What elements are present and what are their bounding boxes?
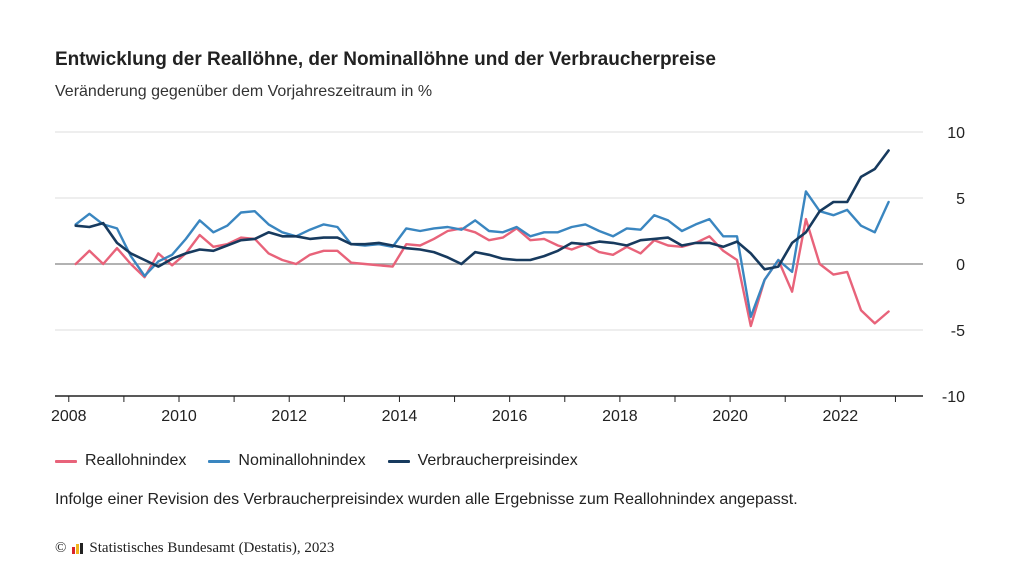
series-line-reallohnindex (74, 217, 890, 328)
x-tick-label: 2020 (712, 408, 748, 425)
x-tick-label: 2012 (271, 408, 307, 425)
legend-label-nominallohnindex: Nominallohnindex (238, 452, 366, 469)
copyright-symbol: © (55, 540, 67, 556)
series-line-verbraucherpreisindex (74, 149, 890, 271)
series-line-nominallohnindex (74, 190, 890, 318)
legend-item-nominallohnindex: Nominallohnindex (208, 452, 366, 470)
logo-bar-dark (80, 543, 84, 554)
x-tick-label: 2008 (51, 408, 87, 425)
legend-label-reallohnindex: Reallohnindex (85, 452, 187, 469)
chart-legend: Reallohnindex Nominallohnindex Verbrauch… (55, 452, 578, 470)
chart-title: Entwicklung der Reallöhne, der Nominallö… (55, 49, 716, 70)
logo-bar-red (72, 547, 76, 554)
line-chart: 10 5 0 -5 -10 2008 2010 2012 2014 2016 2018 2020 202… (51, 125, 965, 425)
x-tick-label: 2014 (382, 408, 418, 425)
x-tick-label: 2016 (492, 408, 528, 425)
y-tick-label: 10 (947, 125, 965, 142)
legend-label-verbraucherpreisindex: Verbraucherpreisindex (417, 452, 578, 469)
x-tick-label: 2018 (602, 408, 638, 425)
legend-swatch-nominallohnindex (208, 459, 231, 463)
legend-swatch-reallohnindex (55, 459, 77, 463)
source-text: Statistisches Bundesamt (Destatis), 2023 (89, 540, 335, 556)
revision-note: Infolge einer Revision des Verbraucherpr… (55, 491, 798, 508)
source-credit: © Statistisches Bundesamt (Destatis), 20… (55, 540, 334, 557)
y-tick-label: 5 (956, 191, 965, 208)
legend-item-verbraucherpreisindex: Verbraucherpreisindex (387, 452, 578, 470)
y-tick-label: -5 (951, 323, 965, 340)
y-tick-label: 0 (956, 257, 965, 274)
logo-bar-yellow (76, 544, 80, 554)
legend-swatch-verbraucherpreisindex (387, 459, 410, 463)
destatis-logo-icon (72, 543, 84, 554)
x-tick-label: 2010 (161, 408, 197, 425)
legend-item-reallohnindex: Reallohnindex (55, 452, 186, 470)
chart-subtitle: Veränderung gegenüber dem Vorjahreszeitr… (55, 83, 433, 100)
x-tick-label: 2022 (823, 408, 859, 425)
y-tick-label: -10 (942, 389, 965, 406)
